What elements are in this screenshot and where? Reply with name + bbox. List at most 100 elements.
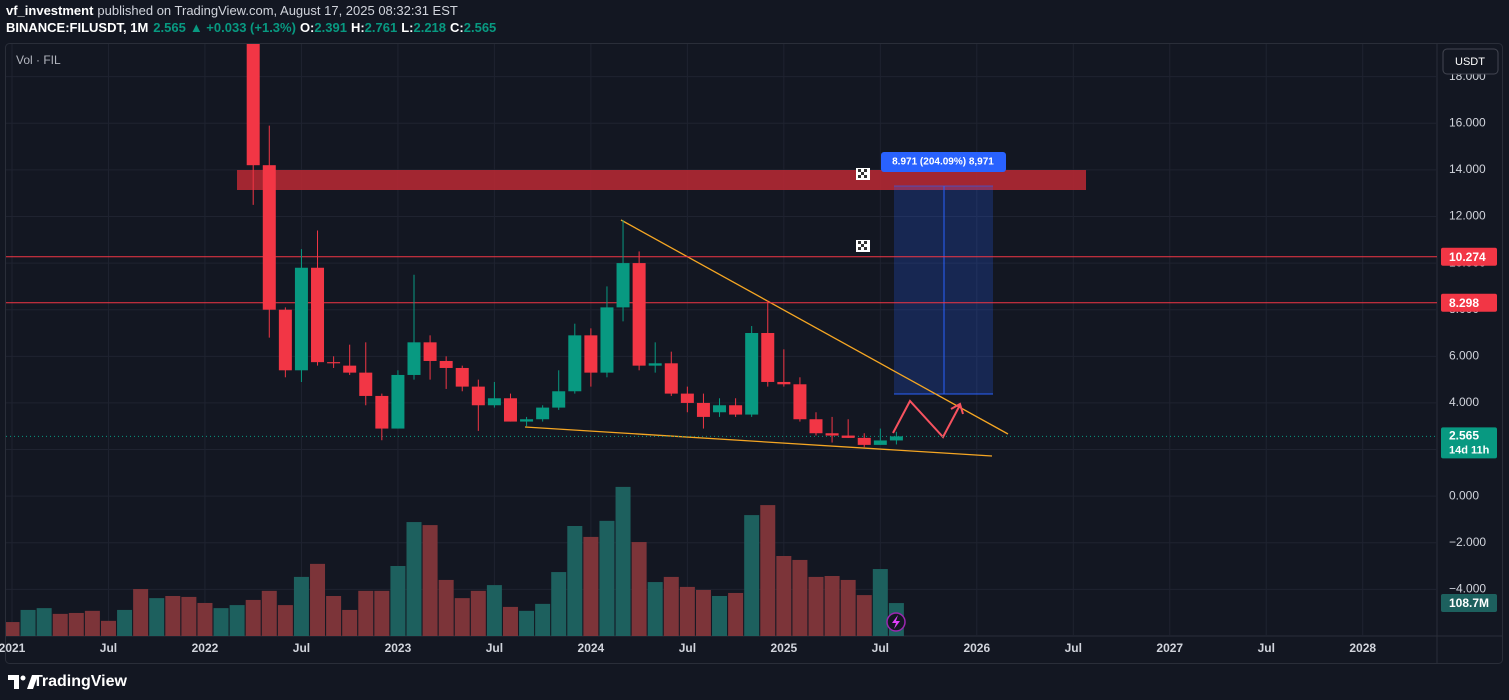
currency[interactable]: USDT [1455,56,1485,68]
ohlc-value: 2.761 [365,20,398,35]
volume-bar [68,612,84,636]
volume-bar [84,610,100,636]
volume-bar [535,603,551,636]
price: 2.565 [153,20,186,35]
candles [246,44,903,448]
volume-bar [776,556,792,636]
volume-bar [647,582,663,636]
volume-bar [52,613,68,636]
volume-bar [695,589,711,636]
candle-body [536,407,550,420]
candle-body [487,398,501,406]
y-tick-label: 4.000 [1449,395,1479,409]
ohlc-value: 2.391 [314,20,347,35]
candle-body [729,405,743,415]
candle-body [407,342,421,375]
candle-body [857,437,871,445]
candle-body [616,263,630,308]
candle-body [841,435,855,438]
position-label: 8.971 (204.09%) 8,971 [892,157,994,168]
volume-title: Vol · FIL [16,53,61,67]
candle-body [664,363,678,394]
volume-tag-label: 108.7M [1449,596,1489,610]
ohlc-value: 2.218 [413,20,446,35]
volume-bar [583,536,599,636]
symbol-line: BINANCE:FILUSDT, 1M 2.565 ▲ +0.033 (+1.3%)… [6,20,496,35]
volume-tag [1441,594,1497,613]
candle-body [568,335,582,392]
volume-bar [6,622,20,636]
volume-bar [390,566,406,636]
volume-bar [470,590,486,636]
volume-bar [792,559,808,636]
volume-bar [422,525,438,636]
volume-bar [840,579,856,636]
volume-bar [454,598,470,636]
volume-bar [245,599,261,636]
volume-bar [872,569,888,636]
lightning-glyph [892,615,900,629]
volume-bar [486,585,502,636]
volume-bar [599,520,615,636]
last-price-label: 2.565 [1449,429,1479,443]
x-tick-label: 2021 [0,641,26,655]
currency-button[interactable] [1442,48,1499,75]
brand: TradingView [33,673,128,690]
ohlc-label: C: [450,20,464,35]
flag-icon [856,168,870,180]
candle-body [423,342,437,361]
y-tick-label: 6.000 [1449,348,1479,362]
volume-bar [213,608,229,636]
candle-body [777,381,791,385]
y-tick-label: −4.000 [1449,582,1486,596]
volume-bar [502,606,518,636]
candle-body [632,263,646,366]
volume-bar [229,605,245,636]
x-tick-label: Jul [1065,641,1082,655]
level-label: 10.274 [1449,250,1486,264]
projection-arrow [892,399,961,439]
lower-trendline [524,426,993,457]
candle-body [391,374,405,429]
volume-bar [277,605,293,636]
candle-body [327,362,341,364]
resistance-zone [237,170,1086,190]
level-tag [1441,293,1497,312]
x-tick-label: 2022 [192,641,219,655]
ohlc-label: L: [401,20,413,35]
countdown: 14d 11h [1449,444,1490,456]
volume-bar [406,522,422,636]
x-tick-label: 2023 [385,641,412,655]
candle-body [343,365,357,373]
volume-bar [679,586,695,636]
brand-logo [8,675,38,689]
candle-body [455,367,469,387]
volume-bar [760,505,776,636]
volume-bar [728,592,744,636]
candle-body [584,335,598,373]
level-label: 8.298 [1449,296,1479,310]
volume-bar [36,608,52,636]
volume-bar [342,609,358,636]
x-tick-label: 2026 [963,641,990,655]
volume-bar [567,526,583,636]
candle-body [713,405,727,413]
flag-icon [856,240,870,252]
x-tick-label: Jul [293,641,310,655]
volume-bar [519,610,535,636]
candle-body [359,372,373,396]
candle-body [520,419,534,422]
volume-bar [358,590,374,636]
candle-body [375,395,389,429]
volume-bar [326,596,342,636]
published: published on TradingView.com, August 17,… [97,3,457,18]
volume-bar [165,596,181,636]
volume-bar [615,486,631,636]
volume-bar [133,589,149,636]
x-tick-label: Jul [486,641,503,655]
ohlc-value: 2.565 [464,20,497,35]
volume-bar [100,620,116,636]
volume-bar [374,590,390,636]
candle-body [761,333,775,382]
